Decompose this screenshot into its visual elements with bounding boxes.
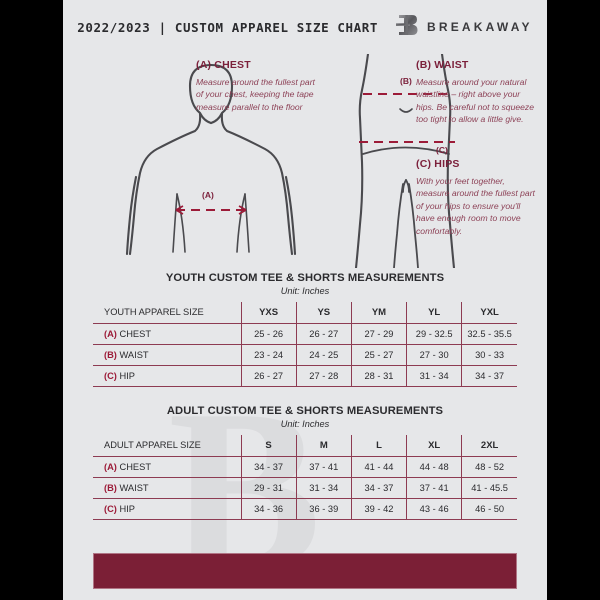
youth-table-header-row: YOUTH APPAREL SIZE YXS YS YM YL YXL	[93, 302, 517, 324]
adult-size-header-s: S	[241, 435, 297, 457]
waist-heading: (B) WAIST	[416, 59, 469, 71]
diagram-label-c: (C)	[436, 145, 448, 155]
adult-chest-2xl: 48 - 52	[461, 455, 517, 478]
adult-hip-2xl: 46 - 50	[461, 497, 517, 520]
adult-waist-m: 31 - 34	[296, 476, 352, 499]
hips-description: (C) HIPS With your feet together, measur…	[416, 158, 538, 237]
youth-hip-ym: 28 - 31	[351, 364, 408, 387]
youth-chest-ys: 26 - 27	[296, 322, 352, 345]
adult-chest-xl: 44 - 48	[406, 455, 463, 478]
adult-waist-s: 29 - 31	[241, 476, 297, 499]
row-tag: (C)	[104, 370, 117, 381]
youth-hip-yxl: 34 - 37	[461, 364, 517, 387]
adult-row-label-chest: (A) CHEST	[93, 455, 242, 478]
size-chart-page: B 2022/2023 | CUSTOM APPAREL SIZE CHART	[63, 0, 547, 600]
adult-hip-xl: 43 - 46	[406, 497, 463, 520]
youth-waist-ys: 24 - 25	[296, 343, 352, 366]
row-tag: (B)	[104, 349, 117, 360]
youth-hip-yl: 31 - 34	[406, 364, 463, 387]
measurement-illustration-area: (A) (B) (C) (A) CHEST Measure around the…	[63, 54, 547, 268]
youth-waist-ym: 25 - 27	[351, 343, 408, 366]
adult-table-title: ADULT CUSTOM TEE & SHORTS MEASUREMENTS	[166, 405, 444, 417]
brand-name: BREAKAWAY	[427, 20, 533, 34]
adult-chest-m: 37 - 41	[296, 455, 352, 478]
breakaway-b-logo-icon	[396, 12, 418, 43]
youth-chest-yxs: 25 - 26	[241, 322, 297, 345]
adult-size-header-m: M	[296, 435, 352, 457]
header-title-line: 2022/2023 | CUSTOM APPAREL SIZE CHART	[77, 20, 378, 35]
youth-size-header-yxl: YXL	[461, 302, 517, 324]
table-row: (A) CHEST 34 - 37 37 - 41 41 - 44 44 - 48 48 …	[93, 455, 517, 478]
adult-apparel-size-header: ADULT APPAREL SIZE	[93, 435, 242, 457]
youth-row-label-hip: (C) HIP	[93, 364, 242, 387]
brand-lockup: BREAKAWAY	[396, 12, 533, 43]
adult-hip-s: 34 - 36	[241, 497, 297, 520]
adult-row-label-waist: (B) WAIST	[93, 476, 242, 499]
chest-description: (A) CHEST Measure around the fullest par…	[196, 59, 316, 113]
youth-size-table-block: YOUTH CUSTOM TEE & SHORTS MEASUREMENTS U…	[63, 272, 547, 387]
waist-body: Measure around your natural waistline – …	[416, 77, 535, 125]
table-row: (C) HIP 26 - 27 27 - 28 28 - 31 31 - 34 34 - …	[93, 364, 517, 387]
youth-chest-yl: 29 - 32.5	[406, 322, 463, 345]
table-row: (B) WAIST 29 - 31 31 - 34 34 - 37 37 - 41 41 …	[93, 476, 517, 499]
diagram-label-b: (B)	[400, 76, 412, 86]
hips-heading: (C) HIPS	[416, 158, 460, 170]
season-label: 2022/2023	[77, 19, 151, 35]
youth-table-title: YOUTH CUSTOM TEE & SHORTS MEASUREMENTS	[165, 272, 445, 284]
row-tag: (C)	[104, 503, 117, 514]
adult-table-header-row: ADULT APPAREL SIZE S M L XL 2XL	[93, 435, 517, 457]
youth-waist-yl: 27 - 30	[406, 343, 463, 366]
row-tag: (B)	[104, 482, 117, 493]
adult-waist-l: 34 - 37	[351, 476, 408, 499]
youth-apparel-size-header: YOUTH APPAREL SIZE	[93, 302, 242, 324]
page-header: 2022/2023 | CUSTOM APPAREL SIZE CHART	[63, 0, 547, 54]
youth-row-label-chest: (A) CHEST	[93, 322, 242, 345]
chest-body: Measure around the fullest part of your …	[196, 77, 315, 112]
youth-row-label-waist: (B) WAIST	[93, 343, 242, 366]
footer-bar	[93, 553, 517, 589]
youth-size-header-yl: YL	[406, 302, 463, 324]
adult-size-table: ADULT APPAREL SIZE S M L XL 2XL (A) CHEST 34 - …	[93, 435, 517, 520]
adult-row-label-hip: (C) HIP	[93, 497, 242, 520]
youth-hip-yxs: 26 - 27	[241, 364, 297, 387]
adult-size-table-block: ADULT CUSTOM TEE & SHORTS MEASUREMENTS U…	[63, 405, 547, 520]
adult-size-header-xl: XL	[406, 435, 463, 457]
chest-heading: (A) CHEST	[196, 59, 251, 71]
table-row: (B) WAIST 23 - 24 24 - 25 25 - 27 27 - 30 30 …	[93, 343, 517, 366]
table-row: (C) HIP 34 - 36 36 - 39 39 - 42 43 - 46 46 - …	[93, 497, 517, 520]
youth-chest-ym: 27 - 29	[351, 322, 408, 345]
youth-chest-yxl: 32.5 - 35.5	[461, 322, 517, 345]
row-tag: (A)	[104, 461, 117, 472]
hips-body: With your feet together, measure around …	[416, 176, 535, 236]
page-title: CUSTOM APPAREL SIZE CHART	[174, 19, 378, 35]
adult-size-header-l: L	[351, 435, 408, 457]
table-row: (A) CHEST 25 - 26 26 - 27 27 - 29 29 - 32.5 3…	[93, 322, 517, 345]
adult-chest-l: 41 - 44	[351, 455, 408, 478]
youth-size-table: YOUTH APPAREL SIZE YXS YS YM YL YXL (A) CHEST 2…	[93, 302, 517, 387]
youth-size-header-yxs: YXS	[241, 302, 297, 324]
header-separator: |	[158, 19, 167, 35]
adult-chest-s: 34 - 37	[241, 455, 297, 478]
waist-description: (B) WAIST Measure around your natural wa…	[416, 59, 538, 126]
adult-waist-xl: 37 - 41	[406, 476, 463, 499]
diagram-label-a: (A)	[202, 190, 214, 200]
row-tag: (A)	[104, 328, 117, 339]
adult-hip-m: 36 - 39	[296, 497, 352, 520]
adult-hip-l: 39 - 42	[351, 497, 408, 520]
adult-table-unit: Unit: Inches	[280, 419, 330, 429]
youth-table-unit: Unit: Inches	[280, 286, 330, 296]
youth-size-header-ym: YM	[351, 302, 408, 324]
youth-waist-yxs: 23 - 24	[241, 343, 297, 366]
youth-waist-yxl: 30 - 33	[461, 343, 517, 366]
adult-waist-2xl: 41 - 45.5	[461, 476, 517, 499]
adult-size-header-2xl: 2XL	[461, 435, 517, 457]
youth-hip-ys: 27 - 28	[296, 364, 352, 387]
youth-size-header-ys: YS	[296, 302, 352, 324]
body-diagrams	[125, 54, 456, 268]
